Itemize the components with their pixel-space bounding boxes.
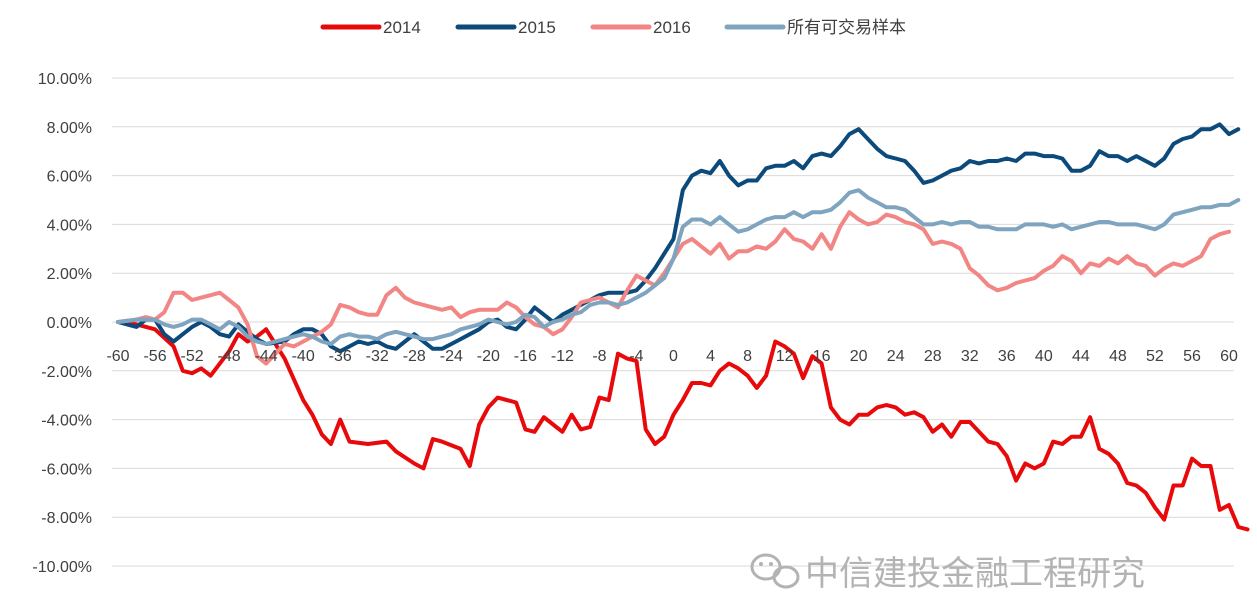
x-tick-label: -12 [551, 348, 574, 365]
x-tick-label: -36 [329, 348, 352, 365]
x-tick-label: 48 [1109, 348, 1127, 365]
y-tick-label: 6.00% [47, 169, 92, 186]
x-tick-label: 0 [669, 348, 678, 365]
x-tick-label: 44 [1072, 348, 1090, 365]
x-tick-label: -32 [366, 348, 389, 365]
y-tick-label: -8.00% [41, 510, 92, 527]
series-lines [116, 122, 1250, 532]
y-tick-label: 4.00% [47, 217, 92, 234]
x-tick-label: -24 [440, 348, 463, 365]
x-tick-label: -52 [181, 348, 204, 365]
y-tick-label: 8.00% [47, 120, 92, 137]
legend-label-3: 所有可交易样本 [787, 18, 906, 37]
x-axis: -60 -56 -52 -48 -44 -40 -36 -32 -28 -24 -20 -16 -12-… [106, 348, 1238, 365]
x-tick-label: 8 [743, 348, 752, 365]
y-tick-label: -10.00% [32, 559, 92, 576]
chart-legend: 2014 2015 2016 所有可交易样本 [320, 18, 906, 37]
x-tick-label: 24 [887, 348, 905, 365]
x-tick-label: -20 [477, 348, 500, 365]
legend-label-1: 2015 [518, 18, 556, 37]
x-tick-label: -16 [514, 348, 537, 365]
x-tick-label: 52 [1146, 348, 1164, 365]
x-tick-label: -44 [255, 348, 278, 365]
x-tick-label: 36 [998, 348, 1016, 365]
y-tick-label: -4.00% [41, 413, 92, 430]
x-tick-label: 4 [706, 348, 715, 365]
x-tick-label: -40 [292, 348, 315, 365]
gridlines [112, 77, 1234, 567]
y-tick-label: 0.00% [47, 315, 92, 332]
x-tick-label: 60 [1220, 348, 1238, 365]
wechat-icon [750, 553, 800, 589]
x-tick-label: -60 [106, 348, 129, 365]
x-tick-label: 12 [776, 348, 794, 365]
y-tick-label: 10.00% [38, 71, 92, 88]
x-tick-label: 20 [850, 348, 868, 365]
x-tick-label: -8 [592, 348, 606, 365]
x-tick-label: 28 [924, 348, 942, 365]
x-tick-label: 32 [961, 348, 979, 365]
x-tick-label: -28 [403, 348, 426, 365]
series-line-0 [116, 320, 1250, 532]
legend-label-2: 2016 [653, 18, 691, 37]
watermark: 中信建投金融工程研究 [750, 553, 1145, 594]
x-tick-label: -48 [218, 348, 241, 365]
series-line-3 [116, 188, 1241, 346]
y-tick-label: 2.00% [47, 266, 92, 283]
legend-label-0: 2014 [383, 18, 421, 37]
x-tick-label: 40 [1035, 348, 1053, 365]
y-tick-label: -2.00% [41, 364, 92, 381]
x-tick-label: 56 [1183, 348, 1201, 365]
y-axis: 10.00% 8.00% 6.00% 4.00% 2.00% 0.00% -2.00% -4.… [32, 71, 92, 576]
y-tick-label: -6.00% [41, 461, 92, 478]
x-tick-label: -56 [143, 348, 166, 365]
x-tick-label: -4 [629, 348, 643, 365]
watermark-text: 中信建投金融工程研究 [805, 554, 1145, 594]
x-tick-label: 16 [813, 348, 831, 365]
